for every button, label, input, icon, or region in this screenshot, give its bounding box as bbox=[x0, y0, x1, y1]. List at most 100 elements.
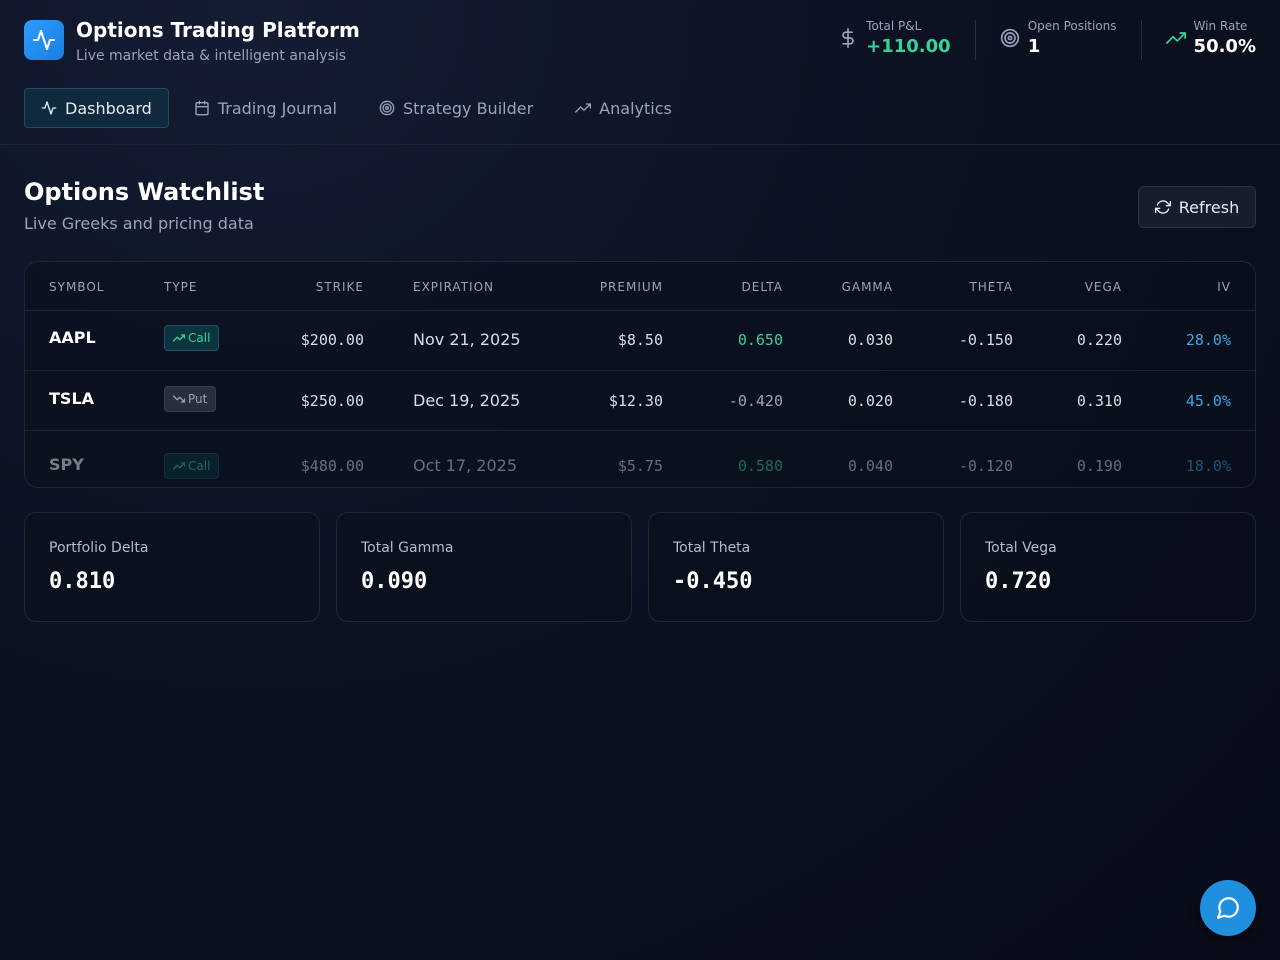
symbol-cell: SPY bbox=[49, 455, 84, 474]
column-header-iv[interactable]: IV bbox=[1217, 280, 1231, 294]
summary-value: 0.090 bbox=[361, 569, 428, 594]
app-title: Options Trading Platform bbox=[76, 18, 360, 42]
dollar-icon bbox=[838, 28, 858, 48]
stat-value: +110.00 bbox=[866, 35, 951, 57]
activity-icon bbox=[41, 100, 57, 116]
stat-value: 1 bbox=[1027, 35, 1041, 57]
theta-cell: -0.150 bbox=[958, 331, 1013, 349]
summary-card-total-gamma: Total Gamma 0.090 bbox=[336, 512, 632, 622]
column-header-theta[interactable]: THETA bbox=[969, 280, 1013, 294]
chat-button[interactable] bbox=[1200, 880, 1256, 936]
summary-card-total-theta: Total Theta -0.450 bbox=[648, 512, 944, 622]
tab-label: Dashboard bbox=[65, 98, 152, 118]
premium-cell: $12.30 bbox=[608, 392, 663, 410]
symbol-cell: TSLA bbox=[49, 389, 95, 408]
target-icon bbox=[379, 100, 395, 116]
strike-cell: $250.00 bbox=[300, 392, 364, 410]
tab-label: Trading Journal bbox=[217, 98, 337, 118]
refresh-icon bbox=[1154, 199, 1171, 215]
column-header-strike[interactable]: STRIKE bbox=[315, 280, 364, 294]
stat-win-rate: Win Rate 50.0% bbox=[1142, 16, 1256, 60]
tab-dashboard[interactable]: Dashboard bbox=[24, 88, 169, 128]
theta-cell: -0.120 bbox=[958, 457, 1013, 475]
tab-strategy-builder[interactable]: Strategy Builder bbox=[362, 88, 550, 128]
trending-up-icon bbox=[575, 100, 592, 116]
strike-cell: $200.00 bbox=[300, 331, 364, 349]
trending-up-icon bbox=[173, 460, 185, 472]
iv-cell: 45.0% bbox=[1185, 392, 1231, 410]
column-header-gamma[interactable]: GAMMA bbox=[841, 280, 893, 294]
gamma-cell: 0.030 bbox=[847, 331, 893, 349]
theta-cell: -0.180 bbox=[958, 392, 1013, 410]
delta-cell: -0.420 bbox=[728, 392, 783, 410]
premium-cell: $5.75 bbox=[617, 457, 663, 475]
header-stats: Total P&L +110.00 Open Positions 1 Win R… bbox=[838, 16, 1256, 60]
gamma-cell: 0.020 bbox=[847, 392, 893, 410]
column-header-premium[interactable]: PREMIUM bbox=[599, 280, 663, 294]
activity-icon bbox=[24, 20, 64, 60]
table-header: SYMBOL TYPE STRIKE EXPIRATION PREMIUM DE… bbox=[25, 262, 1255, 311]
tab-label: Analytics bbox=[599, 98, 672, 118]
delta-cell: 0.580 bbox=[737, 457, 783, 475]
stat-total-pnl: Total P&L +110.00 bbox=[838, 16, 951, 60]
iv-cell: 28.0% bbox=[1185, 331, 1231, 349]
symbol-cell: AAPL bbox=[49, 328, 96, 347]
iv-cell: 18.0% bbox=[1185, 457, 1231, 475]
section-title: Options Watchlist bbox=[24, 178, 265, 206]
vega-cell: 0.190 bbox=[1076, 457, 1122, 475]
summary-value: 0.720 bbox=[985, 569, 1052, 594]
premium-cell: $8.50 bbox=[617, 331, 663, 349]
summary-label: Total Theta bbox=[673, 540, 751, 556]
chat-icon bbox=[1215, 895, 1241, 921]
tab-label: Strategy Builder bbox=[402, 98, 534, 118]
type-badge: Call bbox=[164, 325, 220, 351]
section-subtitle: Live Greeks and pricing data bbox=[24, 214, 254, 233]
table-row[interactable]: AAPL Call $200.00 Nov 21, 2025 $8.50 0.6… bbox=[25, 311, 1255, 371]
brand: Options Trading Platform Live market dat… bbox=[24, 18, 360, 64]
target-icon bbox=[1000, 28, 1020, 48]
delta-cell: 0.650 bbox=[737, 331, 783, 349]
expiration-cell: Oct 17, 2025 bbox=[413, 456, 517, 475]
summary-label: Total Vega bbox=[985, 540, 1057, 556]
trending-up-icon bbox=[173, 332, 185, 344]
gamma-cell: 0.040 bbox=[847, 457, 893, 475]
summary-card-total-vega: Total Vega 0.720 bbox=[960, 512, 1256, 622]
divider bbox=[974, 20, 976, 60]
watchlist-table: SYMBOL TYPE STRIKE EXPIRATION PREMIUM DE… bbox=[24, 261, 1256, 488]
summary-value: -0.450 bbox=[673, 569, 753, 594]
stat-label: Total P&L bbox=[866, 18, 922, 33]
calendar-icon bbox=[194, 100, 210, 116]
summary-label: Portfolio Delta bbox=[49, 540, 149, 556]
refresh-button[interactable]: Refresh bbox=[1138, 186, 1256, 228]
column-header-type[interactable]: TYPE bbox=[164, 280, 198, 294]
tab-trading-journal[interactable]: Trading Journal bbox=[177, 88, 354, 128]
app-subtitle: Live market data & intelligent analysis bbox=[76, 48, 347, 64]
vega-cell: 0.220 bbox=[1076, 331, 1122, 349]
column-header-expiration[interactable]: EXPIRATION bbox=[413, 280, 494, 294]
type-label: Call bbox=[188, 459, 211, 473]
stat-value: 50.0% bbox=[1193, 35, 1256, 57]
app-header: Options Trading Platform Live market dat… bbox=[0, 0, 1280, 145]
expiration-cell: Nov 21, 2025 bbox=[413, 330, 521, 349]
stat-open-positions: Open Positions 1 bbox=[976, 16, 1117, 60]
table-row[interactable]: SPY Call $480.00 Oct 17, 2025 $5.75 0.58… bbox=[25, 431, 1255, 487]
column-header-vega[interactable]: VEGA bbox=[1084, 280, 1122, 294]
summary-card-portfolio-delta: Portfolio Delta 0.810 bbox=[24, 512, 320, 622]
tab-analytics[interactable]: Analytics bbox=[558, 88, 689, 128]
expiration-cell: Dec 19, 2025 bbox=[413, 391, 521, 410]
table-row[interactable]: TSLA Put $250.00 Dec 19, 2025 $12.30 -0.… bbox=[25, 371, 1255, 431]
type-badge: Put bbox=[164, 386, 217, 412]
strike-cell: $480.00 bbox=[300, 457, 364, 475]
type-badge: Call bbox=[164, 453, 220, 479]
trending-up-icon bbox=[1165, 28, 1186, 48]
vega-cell: 0.310 bbox=[1076, 392, 1122, 410]
type-label: Call bbox=[188, 331, 211, 345]
divider bbox=[1140, 20, 1142, 60]
summary-value: 0.810 bbox=[49, 569, 116, 594]
type-label: Put bbox=[188, 392, 208, 406]
column-header-delta[interactable]: DELTA bbox=[741, 280, 783, 294]
column-header-symbol[interactable]: SYMBOL bbox=[49, 280, 105, 294]
stat-label: Win Rate bbox=[1193, 18, 1248, 33]
trending-down-icon bbox=[173, 393, 185, 405]
stat-label: Open Positions bbox=[1027, 18, 1117, 33]
